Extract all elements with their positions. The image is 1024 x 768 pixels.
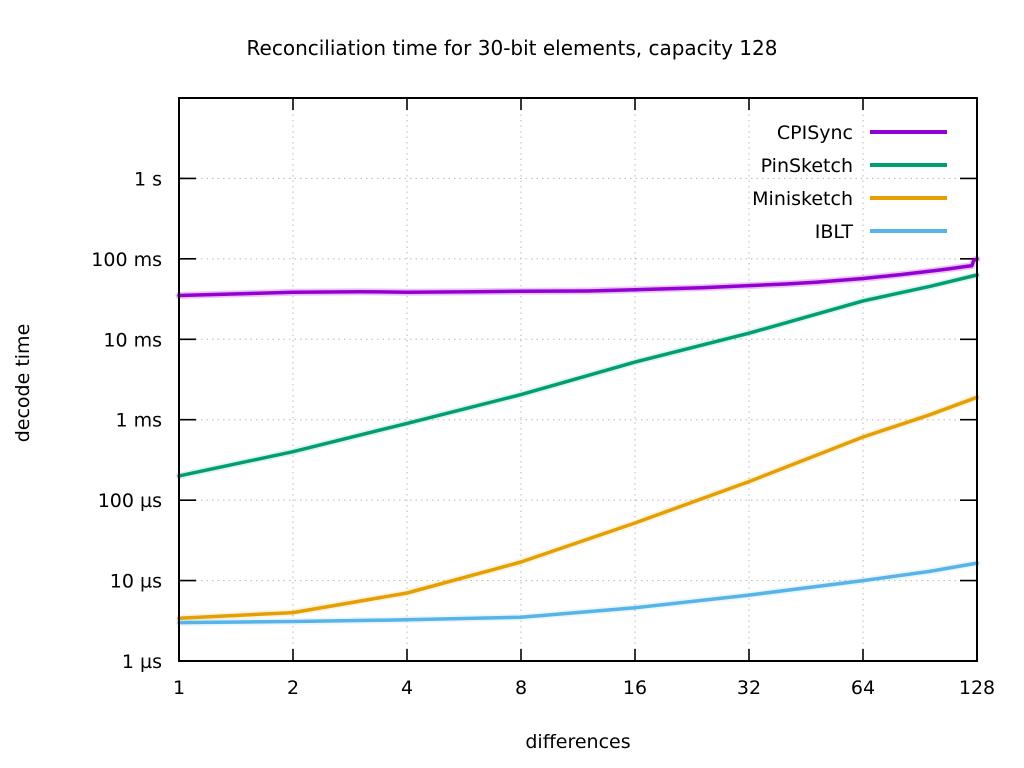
legend-label-minisketch: Minisketch bbox=[752, 188, 853, 210]
x-axis-title: differences bbox=[525, 731, 631, 753]
series-halo-minisketch bbox=[175, 393, 981, 622]
y-tick-label: 1 ms bbox=[115, 410, 162, 432]
plot-border bbox=[178, 97, 978, 662]
y-axis-title: decode time bbox=[12, 323, 34, 443]
x-tick-label: 4 bbox=[401, 677, 413, 699]
legend-label-cpisync: CPISync bbox=[777, 122, 853, 144]
legend-label-pinsketch: PinSketch bbox=[761, 155, 853, 177]
chart-title: Reconciliation time for 30-bit elements,… bbox=[246, 36, 778, 60]
x-tick-label: 64 bbox=[851, 677, 875, 699]
series-line-pinsketch bbox=[177, 273, 979, 478]
x-tick-label: 128 bbox=[959, 677, 995, 699]
y-tick-label: 10 ms bbox=[103, 329, 162, 351]
series-line-minisketch bbox=[177, 395, 979, 621]
legend-label-iblt: IBLT bbox=[815, 221, 854, 243]
y-tick-label: 100 ms bbox=[91, 249, 162, 271]
y-tick-label: 10 µs bbox=[110, 571, 162, 593]
x-tick-label: 8 bbox=[515, 677, 527, 699]
x-tick-label: 1 bbox=[173, 677, 185, 699]
series-line-cpisync bbox=[177, 257, 979, 298]
series-line-iblt bbox=[177, 561, 979, 625]
x-tick-label: 16 bbox=[623, 677, 647, 699]
y-tick-label: 100 µs bbox=[98, 490, 162, 512]
x-tick-label: 2 bbox=[287, 677, 299, 699]
x-tick-label: 32 bbox=[737, 677, 761, 699]
y-tick-label: 1 s bbox=[134, 168, 162, 190]
y-tick-label: 1 µs bbox=[122, 651, 162, 673]
series-halo-pinsketch bbox=[175, 271, 981, 480]
